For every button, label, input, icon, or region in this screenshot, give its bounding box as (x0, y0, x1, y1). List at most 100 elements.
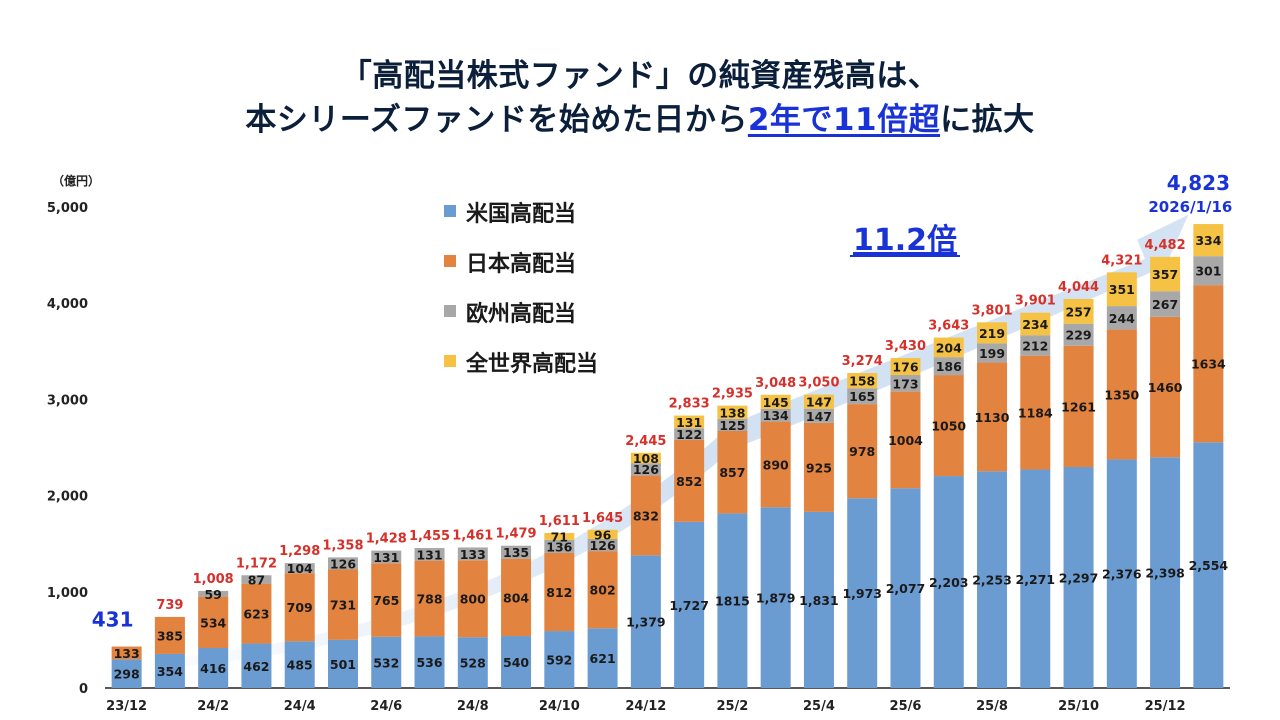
segment-label: 122 (676, 427, 702, 442)
segment-label: 731 (330, 598, 356, 613)
bar-segment (717, 430, 748, 514)
segment-label: 2,554 (1189, 558, 1229, 573)
segment-label: 267 (1152, 297, 1178, 312)
segment-label: 462 (243, 659, 269, 674)
total-label: 1,298 (279, 544, 320, 559)
total-label: 2,445 (625, 434, 666, 449)
legend-entry: 欧州高配当 (466, 301, 576, 327)
total-label: 3,901 (1015, 294, 1056, 309)
segment-label: 804 (503, 590, 529, 605)
bar-segment (847, 388, 878, 405)
total-label: 3,430 (885, 339, 926, 354)
x-tick-label: 24/6 (370, 699, 402, 714)
segment-label: 257 (1066, 304, 1092, 319)
total-label: 3,801 (971, 303, 1012, 318)
bar-segment (760, 507, 791, 688)
bar-segment (1020, 312, 1051, 336)
bar-segment (1020, 469, 1051, 688)
segment-label: 186 (936, 359, 962, 374)
total-label: 1,428 (366, 532, 407, 547)
legend-swatch (444, 305, 456, 317)
bar-segment (587, 628, 618, 688)
x-tick-label: 23/12 (106, 699, 147, 714)
segment-label: 1050 (931, 419, 966, 434)
bar-segment (587, 529, 618, 539)
bar-segment (803, 394, 834, 409)
bar-segment (544, 631, 575, 688)
segment-label: 1460 (1148, 380, 1183, 395)
segment-label: 812 (546, 585, 572, 600)
bar-segment (1106, 306, 1137, 330)
bar-segment (544, 552, 575, 632)
segment-label: 131 (373, 550, 399, 565)
bar-segment (1150, 457, 1181, 688)
segment-label: 108 (633, 451, 659, 466)
segment-label: 852 (676, 474, 702, 489)
segment-label: 158 (849, 374, 875, 389)
bar-segment (1193, 285, 1224, 443)
segment-label: 357 (1152, 267, 1178, 282)
segment-label: 2,077 (886, 581, 926, 596)
segment-label: 532 (373, 655, 399, 670)
segment-label: 978 (849, 444, 875, 459)
segment-label: 2,253 (972, 573, 1012, 588)
total-label: 739 (156, 598, 183, 613)
segment-label: 534 (200, 615, 226, 630)
x-tick-label: 25/8 (976, 699, 1008, 714)
segment-label: 623 (243, 607, 269, 622)
bar-segment (1150, 316, 1181, 458)
x-tick-label: 24/10 (539, 699, 580, 714)
bar-segment (501, 636, 532, 688)
segment-label: 621 (590, 651, 616, 666)
page-title-line2: 本シリーズファンドを始めた日から2年で11倍超に拡大 (0, 94, 1280, 139)
segment-label: 136 (546, 539, 572, 554)
x-tick-label: 24/8 (457, 699, 489, 714)
total-label-first: 431 (92, 608, 134, 632)
bar-segment (630, 555, 661, 688)
bar-segment (457, 547, 488, 561)
bar-segment (457, 637, 488, 688)
bar-segment (933, 357, 964, 376)
segment-label: 104 (287, 561, 313, 576)
x-tick-label: 25/4 (803, 699, 835, 714)
total-label-last: 4,823 (1167, 171, 1230, 195)
segment-label: 1004 (888, 433, 923, 448)
segment-label: 147 (806, 395, 832, 410)
bar-segment (154, 616, 185, 654)
last-date-label: 2026/1/16 (1148, 198, 1232, 216)
bar-segment (847, 498, 878, 688)
total-label: 1,455 (409, 529, 450, 544)
bar-segment (933, 476, 964, 688)
total-label: 2,833 (669, 396, 710, 411)
legend-entry: 日本高配当 (466, 251, 576, 277)
total-label: 4,044 (1058, 280, 1099, 295)
title-line2-suffix: に拡大 (940, 102, 1035, 138)
bar-segment (674, 428, 705, 440)
bar-segment (1150, 256, 1181, 292)
bar-segment (111, 646, 142, 660)
bar-segment (630, 475, 661, 556)
y-tick-label: 0 (79, 682, 88, 697)
bar-segment (544, 539, 575, 553)
bar-segment (977, 322, 1008, 344)
segment-label: 133 (460, 547, 486, 562)
y-tick-label: 2,000 (47, 490, 88, 505)
bar-segment (241, 583, 272, 644)
bar-segment (544, 533, 575, 540)
segment-label: 138 (719, 405, 745, 420)
segment-label: 832 (633, 508, 659, 523)
segment-label: 351 (1109, 282, 1135, 297)
segment-label: 173 (892, 376, 918, 391)
segment-label: 1130 (975, 410, 1010, 425)
y-tick-label: 1,000 (47, 586, 88, 601)
bar-segment (284, 641, 315, 688)
segment-label: 176 (892, 359, 918, 374)
segment-label: 1,727 (669, 598, 709, 613)
segment-label: 334 (1195, 233, 1221, 248)
segment-label: 536 (416, 655, 442, 670)
bar-segment (630, 463, 661, 476)
bar-segment (803, 408, 834, 423)
segment-label: 890 (763, 457, 789, 472)
segment-label: 165 (849, 389, 875, 404)
